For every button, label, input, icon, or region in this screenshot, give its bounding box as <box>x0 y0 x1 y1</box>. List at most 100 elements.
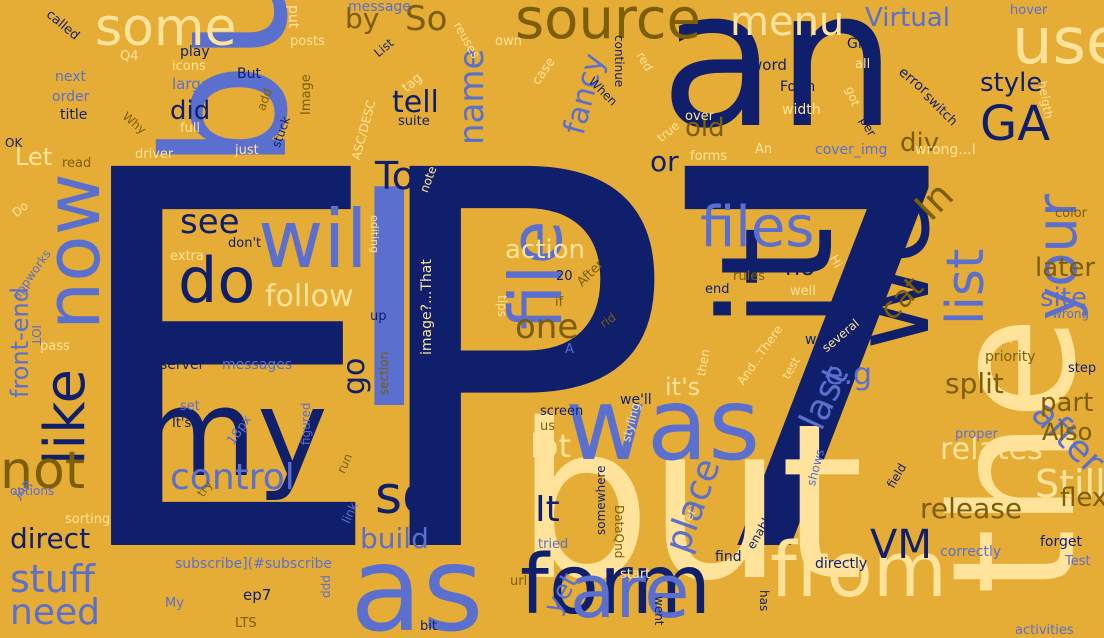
word-see: see <box>180 202 240 242</box>
word-split: split <box>945 367 1004 400</box>
word-message: message <box>348 0 411 15</box>
word-to: To <box>375 154 416 198</box>
word-tips: tips <box>495 295 509 317</box>
word-step: step <box>1068 361 1097 376</box>
word-up: up <box>370 309 387 324</box>
word-a-small: A <box>565 342 574 357</box>
word-ask: ask <box>990 332 1013 347</box>
word-has: has <box>757 590 771 612</box>
word-icons: icons <box>172 59 206 74</box>
word-large: large <box>172 75 211 93</box>
word-action: action <box>505 235 586 265</box>
word-by: by <box>345 2 380 35</box>
word-full: full <box>180 121 201 136</box>
word-one: one <box>515 307 579 347</box>
word-list-small: List <box>371 35 397 60</box>
word-lets: Let <box>15 143 53 171</box>
word-iot: IOT <box>29 325 43 346</box>
word-virtual: Virtual <box>865 3 950 33</box>
word-form-small: Form <box>780 79 816 95</box>
word-start: start <box>620 567 651 582</box>
word-as: as <box>350 520 484 638</box>
word-list: list <box>936 248 996 325</box>
word-style: style <box>980 68 1043 98</box>
word-play: play <box>180 44 210 60</box>
word-stuff: stuff <box>10 557 95 601</box>
word-but: but <box>515 377 864 628</box>
word-color: color <box>1055 206 1088 221</box>
word-messages: messages <box>222 357 293 373</box>
word-directly: directly <box>815 556 868 572</box>
word-proper: proper <box>955 427 998 442</box>
word-priority: priority <box>985 349 1036 365</box>
word-somewhere: somewhere <box>594 465 608 535</box>
word-will: will <box>258 193 391 286</box>
word-width: width <box>782 102 821 118</box>
word-all: all <box>855 57 871 72</box>
word-my-small: My <box>165 596 184 611</box>
word-image: Image <box>299 74 314 115</box>
word-screen: screen <box>540 404 584 419</box>
word-order: order <box>52 89 90 105</box>
word-were: we're <box>805 332 843 348</box>
word-called: called <box>43 7 83 44</box>
word-build: build <box>360 522 429 555</box>
word-options: options <box>10 484 55 498</box>
word-ok: OK <box>5 136 23 150</box>
word-cover-img: cover_img <box>815 142 888 158</box>
word-over: over <box>685 109 714 124</box>
word-put: put <box>285 5 301 29</box>
word-an: an <box>660 0 897 170</box>
word-still: Still <box>1035 462 1104 506</box>
word-continue: continue <box>612 35 626 88</box>
word-server: server <box>160 357 205 373</box>
word-did: did <box>170 96 211 126</box>
word-forget: forget <box>1040 534 1082 550</box>
word-ddd: ddd <box>319 575 333 598</box>
word-menu: menu <box>730 0 845 45</box>
word-driver: driver <box>135 147 174 162</box>
word-bit: bit <box>420 619 437 634</box>
word-us: us <box>540 419 556 434</box>
word-its: it's <box>665 373 701 401</box>
word-subscribe: subscribe](#subscribe <box>175 556 333 572</box>
word-flex: flex <box>1060 483 1104 513</box>
word-extra: extra <box>170 249 204 264</box>
word-vm: VM <box>870 522 932 568</box>
word-not: not <box>0 441 86 501</box>
word-it-cap: It <box>535 489 560 530</box>
word-are: are <box>570 549 690 635</box>
word-name: name <box>452 48 492 145</box>
word-test-cap: Test <box>1065 554 1091 569</box>
word-wrong-small: wrong <box>1052 307 1090 321</box>
word-url: url <box>510 574 528 589</box>
word-well2: well <box>790 284 816 299</box>
word-source: source <box>515 0 701 52</box>
word-use: use <box>1012 5 1104 79</box>
word-editing: editing <box>368 215 381 254</box>
word-files: files <box>700 195 815 260</box>
word-suite: suite <box>398 114 430 129</box>
word-an-small: An <box>755 142 773 157</box>
word-if: if <box>555 295 564 310</box>
word-wrong: wrong...I <box>915 142 976 158</box>
word-my: my <box>140 365 328 504</box>
word-posts: posts <box>290 34 325 49</box>
word-dataqnd: DataQnd <box>612 505 626 559</box>
word-eg: e.g <box>825 357 873 392</box>
word-part: part <box>1040 388 1094 418</box>
word-so2: So <box>405 0 448 39</box>
word-section: section <box>377 351 391 395</box>
word-tell: tell <box>392 85 439 120</box>
word-q4: Q4 <box>120 49 139 64</box>
word-i: I <box>345 127 434 476</box>
word-set: set <box>180 399 200 414</box>
word-lot: lot <box>530 427 572 465</box>
word-went: went <box>652 596 666 626</box>
word-tried: tried <box>538 537 569 552</box>
word-read: read <box>62 156 92 171</box>
word-find: find <box>715 549 742 565</box>
word-follow: follow <box>265 279 354 314</box>
word-was: was <box>565 366 761 483</box>
